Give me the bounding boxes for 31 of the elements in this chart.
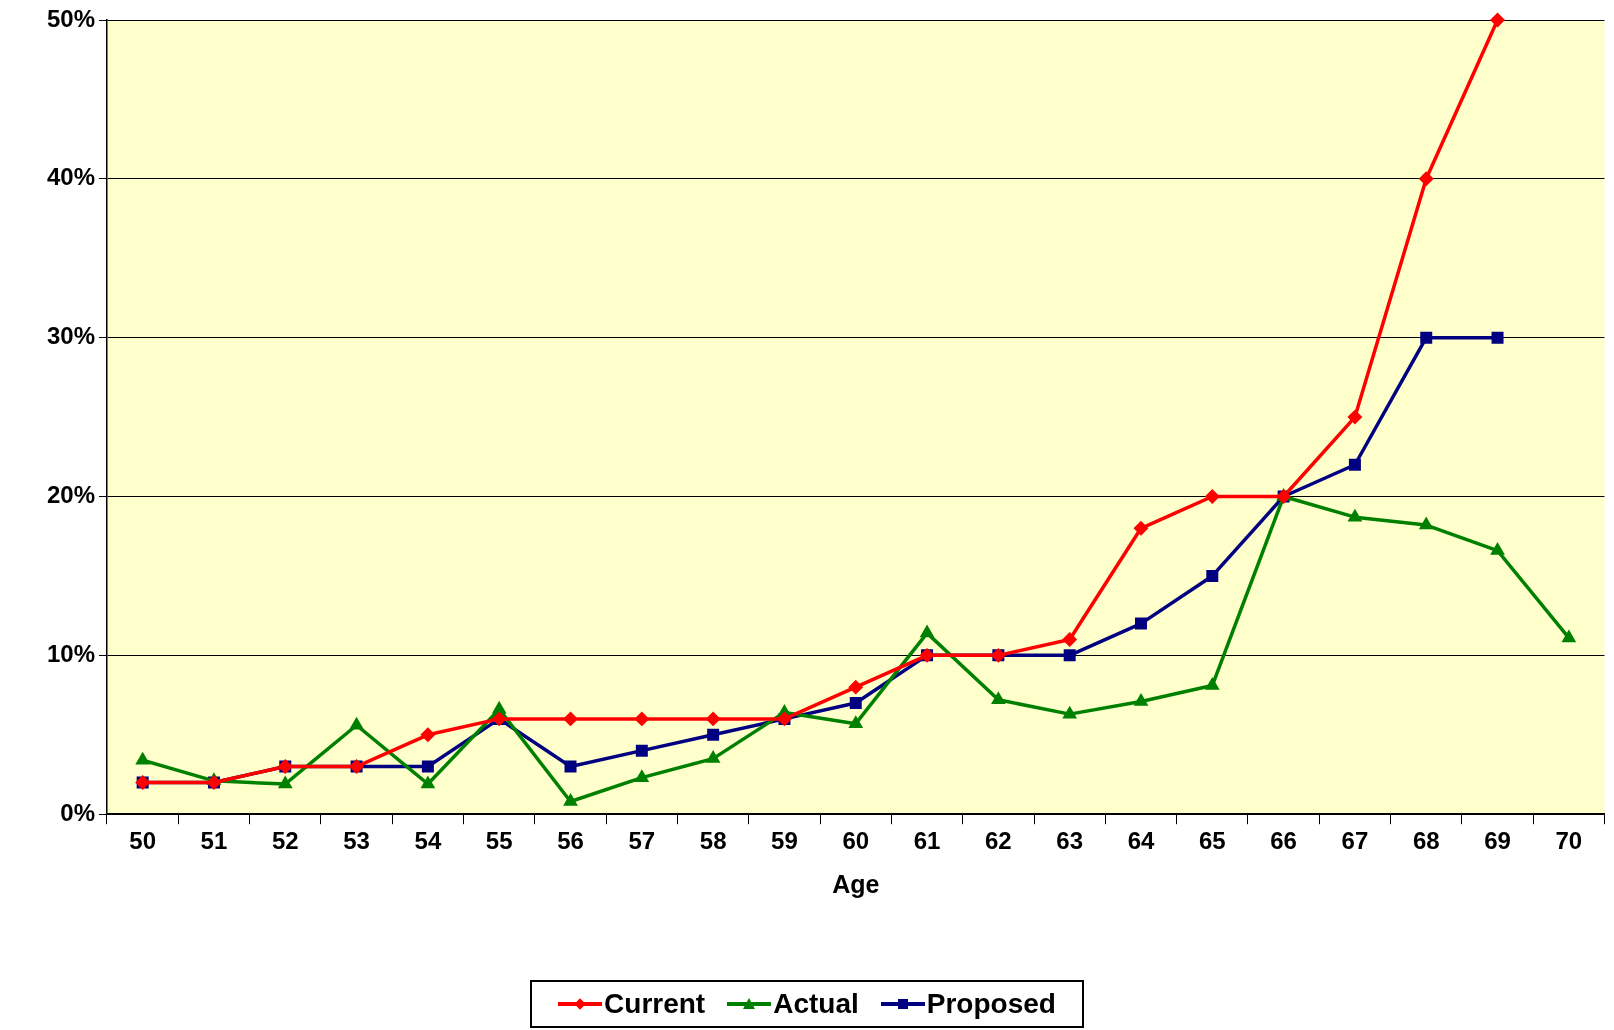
x-tick-label: 54 [414, 827, 442, 855]
legend-label: Current [604, 988, 706, 1020]
x-tick-label: 64 [1127, 827, 1155, 855]
x-tick-label: 52 [271, 827, 299, 855]
y-tick-label: 20% [46, 481, 95, 509]
x-tick-label: 68 [1412, 827, 1440, 855]
y-tick-label: 10% [46, 639, 95, 667]
legend-label: Actual [773, 988, 859, 1020]
x-tick-label: 51 [200, 827, 228, 855]
x-tick-label: 65 [1198, 827, 1226, 855]
x-tick-label: 56 [557, 827, 584, 855]
x-tick-label: 69 [1484, 827, 1511, 855]
x-tick-label: 63 [1056, 827, 1084, 855]
y-tick-label: 50% [46, 4, 95, 32]
x-tick-label: 55 [485, 827, 513, 855]
x-tick-label: 53 [343, 827, 370, 855]
x-tick-label: 62 [985, 827, 1012, 855]
x-tick-label: 60 [842, 827, 870, 855]
x-tick-label: 61 [913, 827, 941, 855]
x-tick-label: 59 [771, 827, 798, 855]
y-tick-label: 40% [46, 163, 95, 191]
x-axis-title: Age [832, 869, 880, 898]
x-tick-label: 58 [699, 827, 727, 855]
legend-label: Proposed [926, 988, 1056, 1020]
y-tick-label: 30% [46, 322, 95, 350]
y-tick-label: 0% [60, 798, 95, 826]
x-tick-label: 50 [129, 827, 157, 855]
x-tick-label: 66 [1270, 827, 1297, 855]
x-tick-label: 57 [628, 827, 656, 855]
x-tick-label: 67 [1341, 827, 1369, 855]
x-tick-label: 70 [1555, 827, 1583, 855]
